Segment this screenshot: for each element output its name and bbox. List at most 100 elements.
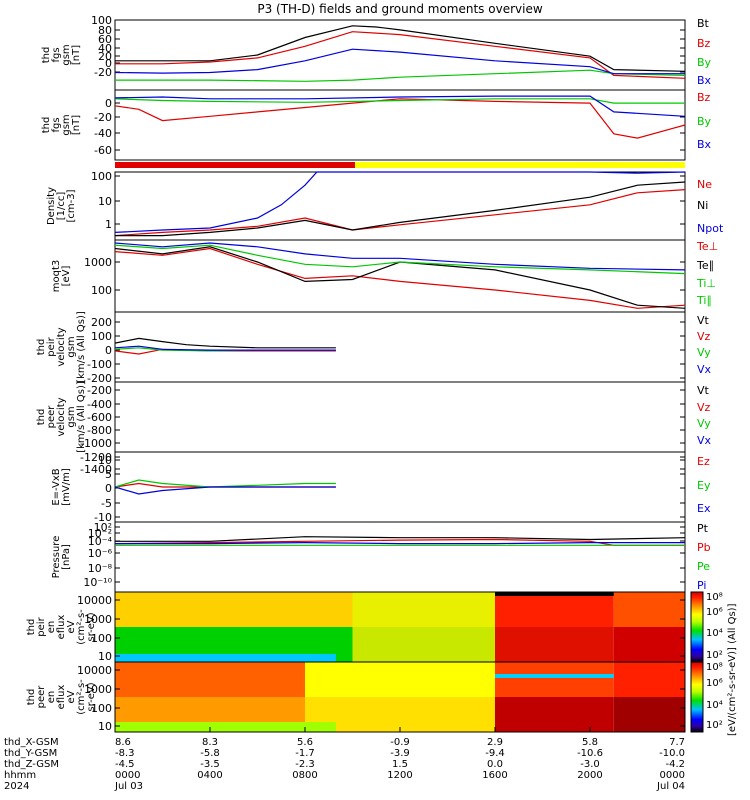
y-axis-label: velocity: [56, 397, 67, 436]
panel-frame: [114, 311, 686, 383]
y-tick-label: 100: [91, 14, 112, 27]
y-tick-label: -20: [94, 111, 112, 124]
colorbar-tick-label: 10⁶: [706, 678, 723, 689]
x-row-value: -3.5: [200, 759, 220, 770]
spec-band-lower: [495, 697, 614, 732]
legend-entry: Ez: [697, 455, 710, 468]
y-axis-label: E=-VxB: [51, 468, 62, 505]
y-tick-label: 40: [98, 42, 112, 55]
legend-entry: Ey: [697, 479, 711, 492]
spectrogram-peer-spec: [115, 662, 685, 732]
legend-entry: Ti⊥: [696, 277, 716, 290]
mode-bar-yellow: [355, 162, 685, 168]
x-row-value: 5.6: [297, 737, 313, 748]
x-row-value: -10.0: [659, 748, 685, 759]
y-tick-label: 10⁻¹⁰: [83, 576, 112, 589]
spec-low-band: [115, 722, 336, 732]
series-line-Ex: [114, 486, 336, 495]
x-row-value: -2.3: [295, 759, 315, 770]
x-row-value: 0800: [292, 770, 317, 781]
spec-fill-band: [495, 592, 614, 596]
series-line-Ti⊥: [114, 244, 686, 275]
spec-band-upper: [495, 592, 614, 627]
panel-temperature: 1000 100 moqt3 [eV] Te⊥ Te∥ Ti⊥ Ti∥: [51, 239, 718, 313]
legend-entry: Vz: [697, 330, 711, 343]
x-row-value: Jul 04: [656, 781, 685, 792]
y-axis-label: sr-eV): [86, 682, 97, 711]
x-row-value: -0.9: [390, 737, 410, 748]
legend-entry: Vy: [697, 417, 711, 430]
panel-peer-spec: 10000 1000 100 10 thd peer en eflux eV (cm²-s-sr-…: [26, 661, 686, 733]
x-row-value: 7.7: [669, 737, 685, 748]
legend-entry: Bx: [697, 138, 712, 151]
legend-entry: Ne: [697, 178, 712, 191]
x-row-value: -4.5: [115, 759, 135, 770]
y-tick-label: 10000: [77, 664, 112, 677]
y-tick-label: -400: [87, 398, 112, 411]
y-tick-label: 1: [105, 218, 112, 231]
y-axis-label: [eV]: [61, 266, 72, 287]
y-tick-label: 1000: [84, 613, 112, 626]
y-axis-label: peer: [46, 405, 57, 429]
y-axis-label: gsm: [61, 44, 72, 65]
colorbar-tick-label: 10⁶: [706, 607, 723, 618]
x-row-value: 5.8: [582, 737, 598, 748]
y-tick-label: -200: [87, 372, 112, 385]
spec-band-upper: [613, 662, 685, 697]
x-row-value: -5.8: [200, 748, 220, 759]
y-axis-label: en: [46, 621, 57, 634]
y-tick-label: 10⁻⁴: [88, 535, 113, 548]
plot-title: P3 (TH-D) fields and ground moments over…: [257, 2, 542, 16]
series-line-Ey: [114, 479, 336, 488]
series-line-By: [114, 98, 685, 104]
legend-entry: Bz: [697, 37, 711, 50]
x-row-value: 0400: [197, 770, 222, 781]
x-row-value: 0000: [115, 770, 140, 781]
y-tick-label: -100: [87, 358, 112, 371]
y-axis-label: gsm: [61, 114, 72, 135]
y-tick-label: -40: [94, 127, 112, 140]
y-tick-label: 80: [98, 24, 112, 37]
y-tick-label: 10: [98, 195, 112, 208]
series-line-Ti∥: [114, 242, 686, 271]
x-row-label: 2024: [4, 781, 29, 792]
y-tick-label: 1000: [84, 256, 112, 269]
series-line-By: [115, 69, 686, 82]
panel-frame: [114, 171, 686, 241]
legend-entry: Vx: [697, 434, 712, 447]
x-row-value: 8.6: [115, 737, 131, 748]
y-axis-label: eV: [66, 620, 77, 633]
y-axis-label: thd: [36, 339, 47, 356]
y-tick-label: 0: [105, 482, 112, 495]
colorbar-tick-label: 10⁴: [706, 700, 723, 711]
series-line-Te∥: [114, 246, 686, 309]
y-tick-label: 20: [98, 50, 112, 63]
y-axis-label: Density: [46, 187, 57, 225]
spectrogram-peir-spec: [115, 592, 685, 662]
legend-entry: Bx: [697, 74, 712, 87]
legend-entry: Ti∥: [696, 294, 712, 307]
y-tick-label: 10: [98, 650, 112, 663]
colorbar-tick-label: 10²: [706, 650, 723, 661]
y-tick-label: -20: [94, 66, 112, 79]
legend-entry: Ni: [697, 199, 708, 212]
spec-band-lower: [352, 627, 495, 662]
x-row-value: -1.7: [295, 748, 315, 759]
legend-entry: Te⊥: [696, 240, 718, 253]
y-axis-label: sr-eV): [86, 612, 97, 641]
series-line-Bx: [114, 95, 686, 117]
spec-band-upper: [613, 592, 685, 627]
x-row-value: -4.2: [665, 759, 685, 770]
y-tick-label: 200: [91, 316, 112, 329]
y-axis-label: [nT]: [71, 45, 82, 65]
series-line-Pt: [115, 536, 686, 542]
y-axis-label: peer: [36, 685, 47, 709]
y-tick-label: 100: [91, 330, 112, 343]
series-line-Bz: [114, 98, 686, 139]
colorbar-tick-label: 10²: [706, 720, 723, 731]
y-axis-label: [1/cc]: [56, 192, 67, 221]
series-line-Bx: [114, 48, 685, 75]
legend-entry: Npot: [697, 222, 724, 235]
panel-peer-velocity: -200-400-600-800-1000-1200-1400 thd peer ve…: [36, 381, 712, 476]
